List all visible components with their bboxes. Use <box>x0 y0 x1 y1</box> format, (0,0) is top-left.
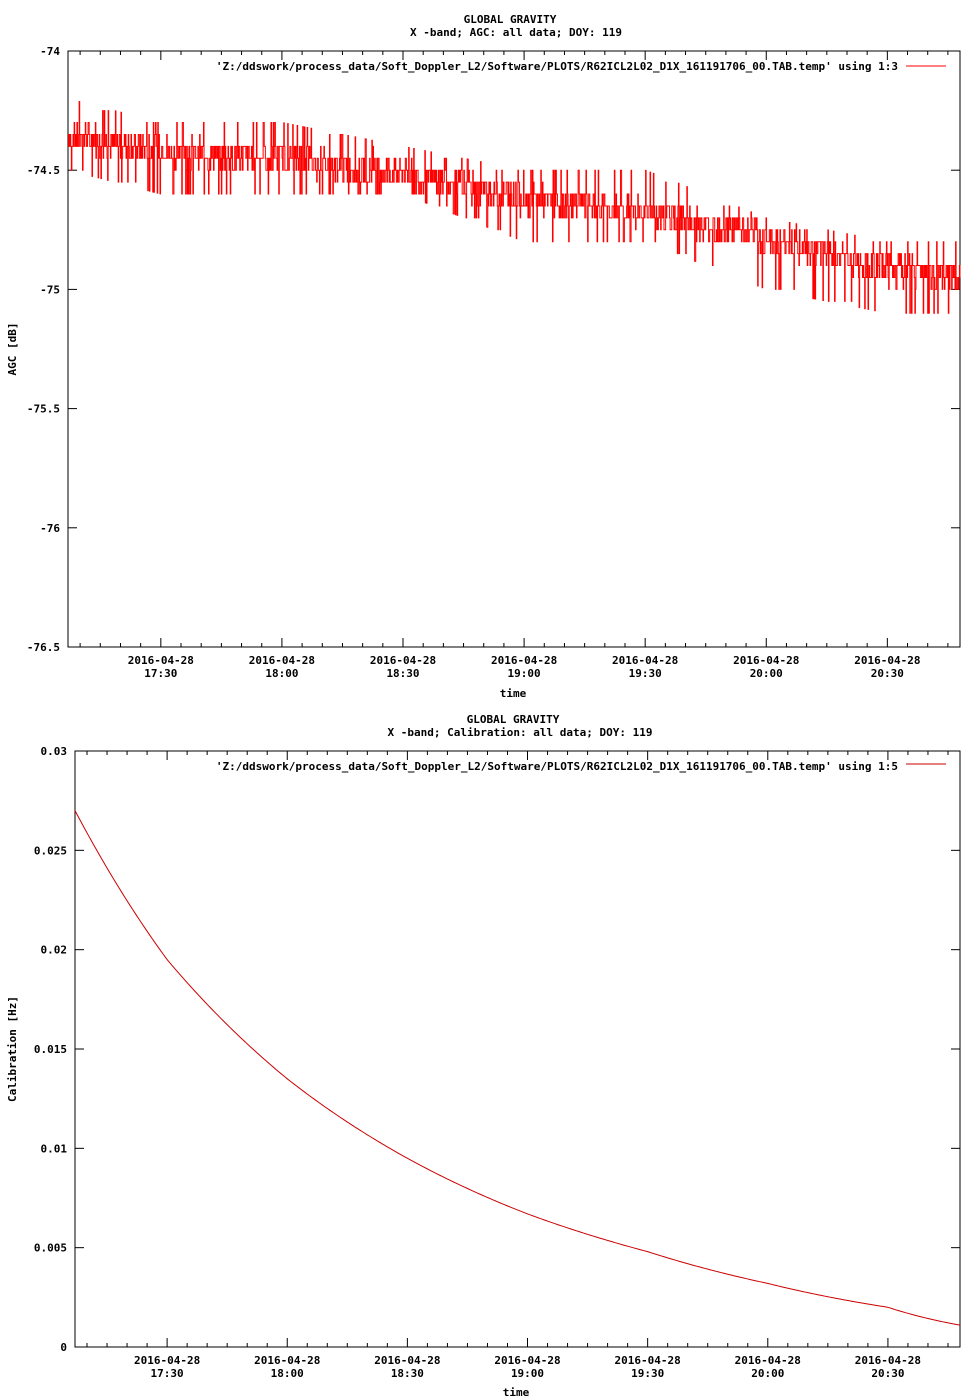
y-axis-label: Calibration [Hz] <box>6 996 19 1102</box>
y-tick-label: -74 <box>40 45 60 58</box>
y-tick-label: -74.5 <box>27 164 60 177</box>
y-tick-label: 0.015 <box>34 1043 67 1056</box>
x-tick-label-date: 2016-04-28 <box>615 1354 681 1367</box>
x-tick-label-time: 19:30 <box>629 667 662 680</box>
x-tick-label-time: 19:30 <box>631 1367 664 1380</box>
x-tick-label-time: 20:30 <box>871 1367 904 1380</box>
x-tick-label-date: 2016-04-28 <box>491 654 557 667</box>
x-tick-label-time: 20:00 <box>751 1367 784 1380</box>
agc-chart: GLOBAL GRAVITY X -band; AGC: all data; D… <box>6 13 961 700</box>
x-axis-ticks: 2016-04-2817:302016-04-2818:002016-04-28… <box>79 51 949 680</box>
x-tick-label-time: 20:00 <box>750 667 783 680</box>
x-tick-label-time: 17:30 <box>144 667 177 680</box>
chart-subtitle: X -band; AGC: all data; DOY: 119 <box>410 26 622 39</box>
legend-label: 'Z:/ddswork/process_data/Soft_Doppler_L2… <box>216 760 898 773</box>
x-tick-label-date: 2016-04-28 <box>733 654 799 667</box>
x-tick-label-time: 19:00 <box>508 667 541 680</box>
y-tick-label: 0 <box>60 1341 67 1354</box>
chart-title: GLOBAL GRAVITY <box>464 13 557 26</box>
x-tick-label-date: 2016-04-28 <box>494 1354 560 1367</box>
x-tick-label-time: 18:00 <box>265 667 298 680</box>
y-tick-label: 0.01 <box>41 1142 68 1155</box>
x-axis-ticks: 2016-04-2817:302016-04-2818:002016-04-28… <box>86 751 949 1380</box>
x-axis-label: time <box>503 1386 530 1399</box>
x-tick-label-date: 2016-04-28 <box>854 654 920 667</box>
x-tick-label-date: 2016-04-28 <box>855 1354 921 1367</box>
x-axis-label: time <box>500 687 527 700</box>
x-tick-label-time: 19:00 <box>511 1367 544 1380</box>
x-tick-label-date: 2016-04-28 <box>374 1354 440 1367</box>
legend: 'Z:/ddswork/process_data/Soft_Doppler_L2… <box>216 760 946 773</box>
y-tick-label: -76.5 <box>27 641 60 654</box>
series-layer <box>68 101 961 314</box>
series-layer <box>74 810 961 1326</box>
y-axis-ticks: -74 -74.5 -75 -75.5 -76 -76.5 <box>27 45 960 654</box>
plot-area <box>67 50 961 648</box>
chart-subtitle: X -band; Calibration: all data; DOY: 119 <box>388 726 653 739</box>
x-tick-label-date: 2016-04-28 <box>254 1354 320 1367</box>
y-tick-label: 0.02 <box>41 944 68 957</box>
y-tick-label: 0.025 <box>34 844 67 857</box>
x-tick-label-date: 2016-04-28 <box>128 654 194 667</box>
x-tick-label-time: 18:30 <box>386 667 419 680</box>
y-tick-label: -75 <box>40 283 60 296</box>
y-tick-label: -76 <box>40 522 60 535</box>
legend-label: 'Z:/ddswork/process_data/Soft_Doppler_L2… <box>216 60 898 73</box>
x-tick-label-date: 2016-04-28 <box>134 1354 200 1367</box>
chart-title: GLOBAL GRAVITY <box>467 713 560 726</box>
plot-area <box>74 750 961 1348</box>
series-line <box>68 101 961 314</box>
x-tick-label-date: 2016-04-28 <box>370 654 436 667</box>
x-tick-label-time: 20:30 <box>871 667 904 680</box>
y-axis-ticks: 0 0.005 0.01 0.015 0.02 0.025 0.03 <box>34 745 960 1354</box>
x-tick-label-date: 2016-04-28 <box>612 654 678 667</box>
legend: 'Z:/ddswork/process_data/Soft_Doppler_L2… <box>216 60 946 73</box>
x-tick-label-time: 17:30 <box>151 1367 184 1380</box>
x-tick-label-date: 2016-04-28 <box>735 1354 801 1367</box>
x-tick-label-date: 2016-04-28 <box>249 654 315 667</box>
x-tick-label-time: 18:30 <box>391 1367 424 1380</box>
y-axis-label: AGC [dB] <box>6 323 19 376</box>
y-tick-label: -75.5 <box>27 403 60 416</box>
y-tick-label: 0.005 <box>34 1242 67 1255</box>
calibration-chart: GLOBAL GRAVITY X -band; Calibration: all… <box>6 713 961 1399</box>
series-line <box>74 810 961 1326</box>
x-tick-label-time: 18:00 <box>271 1367 304 1380</box>
y-tick-label: 0.03 <box>41 745 68 758</box>
